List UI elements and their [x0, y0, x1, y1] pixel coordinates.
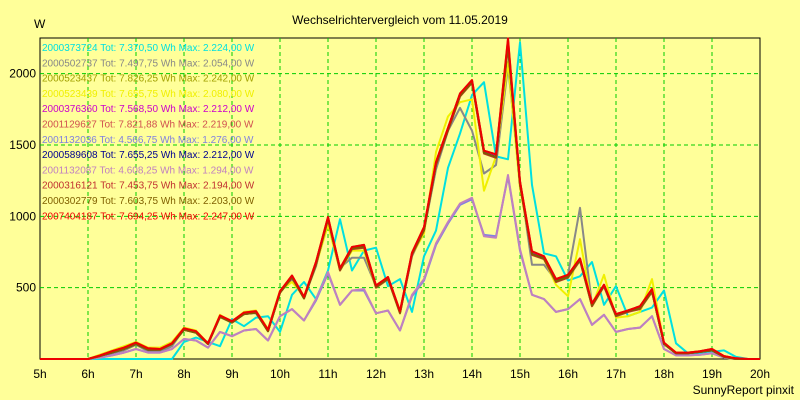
- legend-entry: 2000523437 Tot: 7.826,25 Wh Max: 2.242,0…: [42, 74, 255, 85]
- series-lines: [40, 37, 760, 360]
- series-line: [40, 174, 760, 360]
- legend: 2000373724 Tot: 7.370,50 Wh Max: 2.224,0…: [42, 43, 255, 222]
- legend-entry: 2000316121 Tot: 7.453,75 Wh Max: 2.194,0…: [42, 181, 255, 192]
- legend-entry: 2007404187 Tot: 7.694,25 Wh Max: 2.247,0…: [42, 211, 255, 222]
- grid-lines: [40, 38, 760, 359]
- x-tick-label: 18h: [654, 367, 674, 381]
- x-tick-label: 16h: [558, 367, 578, 381]
- legend-entry: 2000502737 Tot: 7.497,75 Wh Max: 2.054,0…: [42, 58, 255, 69]
- x-tick-label: 19h: [702, 367, 722, 381]
- footer-credit: SunnyReport pinxit: [693, 383, 795, 397]
- x-tick-label: 7h: [129, 367, 142, 381]
- y-tick-label: 500: [16, 281, 36, 295]
- series-line: [40, 37, 760, 360]
- legend-entry: 2000302779 Tot: 7.603,75 Wh Max: 2.203,0…: [42, 196, 255, 207]
- x-tick-label: 11h: [318, 367, 337, 381]
- legend-entry: 2001129627 Tot: 7.821,88 Wh Max: 2.219,0…: [42, 120, 254, 131]
- axis-ticks: 5h 6h 7h 8h 9h 10h 11h 12h 13h 14h 15h 16h 17h 18h 19h…: [9, 67, 770, 381]
- x-tick-label: 13h: [414, 367, 434, 381]
- x-tick-label: 8h: [177, 367, 190, 381]
- legend-entry: 2000589608 Tot: 7.655,25 Wh Max: 2.212,0…: [42, 150, 255, 161]
- x-tick-label: 20h: [750, 367, 770, 381]
- x-tick-label: 10h: [270, 367, 290, 381]
- legend-entry: 2000376360 Tot: 7.568,50 Wh Max: 2.212,0…: [42, 104, 255, 115]
- y-tick-label: 1500: [9, 138, 36, 152]
- y-tick-label: 1000: [9, 209, 36, 223]
- legend-entry: 2000523439 Tot: 7.655,75 Wh Max: 2.080,0…: [42, 89, 255, 100]
- x-tick-label: 5h: [33, 367, 46, 381]
- legend-entry: 2001132036 Tot: 4.566,75 Wh Max: 1.276,0…: [42, 135, 254, 146]
- x-tick-label: 6h: [81, 367, 94, 381]
- x-tick-label: 12h: [366, 367, 386, 381]
- x-tick-label: 14h: [462, 367, 482, 381]
- legend-entry: 2001132087 Tot: 4.608,25 Wh Max: 1.294,0…: [42, 165, 254, 176]
- x-tick-label: 15h: [510, 367, 530, 381]
- chart-title: Wechselrichtervergleich vom 11.05.2019: [292, 13, 508, 27]
- x-tick-label: 17h: [606, 367, 626, 381]
- x-tick-label: 9h: [225, 367, 238, 381]
- y-axis-unit-label: W: [34, 17, 46, 31]
- y-tick-label: 2000: [9, 67, 36, 81]
- legend-entry: 2000373724 Tot: 7.370,50 Wh Max: 2.224,0…: [42, 43, 255, 54]
